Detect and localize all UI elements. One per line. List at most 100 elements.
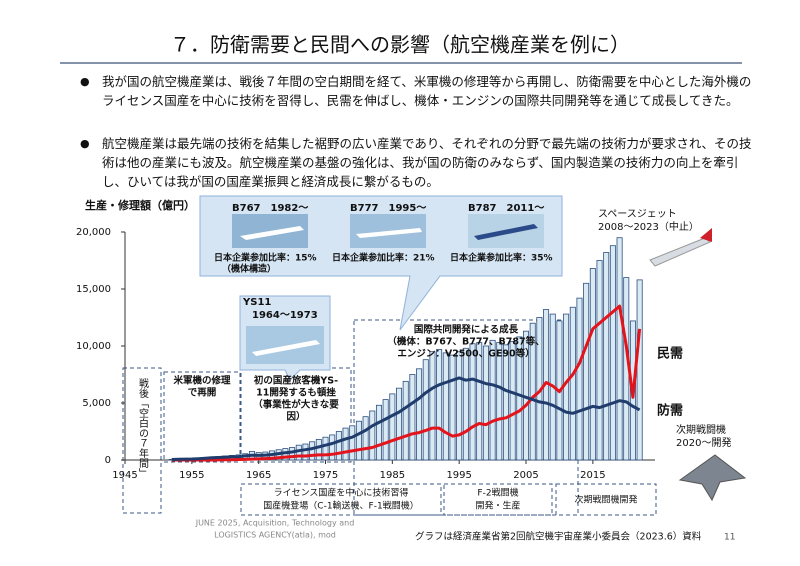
bullet-text: 我が国の航空機産業は、戦後７年間の空白期間を経て、米軍機の修理等から再開し、防衛…	[102, 74, 752, 108]
annotation: 1964～1973	[252, 310, 318, 321]
bar	[389, 393, 396, 461]
bar	[636, 279, 643, 461]
plane-icon	[474, 224, 538, 240]
bar	[596, 260, 603, 461]
bar	[416, 368, 423, 461]
annotation: （機体構造）	[222, 263, 276, 275]
bar	[569, 306, 576, 461]
bar	[502, 344, 509, 461]
photos	[232, 214, 544, 248]
bar	[342, 427, 349, 461]
annotation: 次期戦闘機	[676, 423, 726, 436]
x-tick-label: 1965	[246, 470, 271, 481]
annotation: B767 1982～	[232, 203, 308, 214]
period-box	[163, 371, 241, 463]
annotation: 国産機登場（C-1輸送機、F-1戦闘機）	[263, 500, 418, 512]
annotation: B787 2011～	[468, 203, 544, 214]
bar	[382, 399, 389, 461]
bar	[396, 387, 403, 461]
y-tick-label: 15,000	[76, 284, 111, 295]
x-tick-label: 2015	[580, 470, 605, 481]
bar	[589, 268, 596, 461]
plot: 0 5,000 10,000 15,000 20,000 1945 1955 1965 1975…	[76, 227, 643, 481]
bar	[355, 420, 362, 461]
annotation: YS11	[242, 297, 271, 308]
bar	[302, 443, 309, 461]
annotation: ライセンス国産を中心に技術習得	[274, 487, 409, 499]
bar	[402, 380, 409, 461]
footer-source: グラフは経済産業省第2回航空機宇宙産業小委員会（2023.6）資料	[415, 531, 702, 543]
annotation: 戦後「空白の７年間」	[137, 377, 149, 478]
bar	[429, 351, 436, 461]
bar	[603, 252, 610, 461]
annotation: 米軍機の修理	[172, 375, 231, 387]
bar	[516, 336, 523, 461]
bar	[489, 339, 496, 461]
annotation: 因）	[286, 411, 305, 423]
annotation: （事業性が大きな要	[253, 399, 339, 411]
fighter-icon	[678, 454, 747, 502]
annotation: 11開発するも頓挫	[256, 387, 336, 399]
bar	[482, 345, 489, 461]
bar	[295, 444, 302, 461]
bar	[616, 237, 623, 461]
page-number: 11	[724, 533, 735, 543]
annotation: （機体：B767、B777、B787等、	[387, 336, 544, 348]
bar	[409, 374, 416, 461]
bar	[335, 431, 342, 461]
slide-title: ７．防衛需要と民間への影響（航空機産業を例に）	[170, 33, 630, 57]
y-tick-label: 0	[105, 455, 111, 466]
footer-org: LOGISTICS AGENCY(atla), mod	[214, 531, 336, 540]
bar	[349, 425, 356, 461]
y-tick-label: 10,000	[76, 341, 111, 352]
series-label: 民需	[657, 347, 683, 362]
bullet: ● 航空機産業は最先端の技術を結集した裾野の広い産業であり、それぞれの分野で最先端…	[80, 136, 752, 189]
x-tick-label: 1955	[179, 470, 204, 481]
bar	[583, 282, 590, 461]
bar	[449, 354, 456, 461]
bar	[456, 351, 463, 461]
x-tick-label: 1995	[446, 470, 471, 481]
series-line	[171, 304, 642, 462]
bullet-text: 航空機産業は最先端の技術を結集した裾野の広い産業であり、それぞれの分野で最先端の…	[102, 136, 752, 189]
annotation: 国際共同開発による成長	[414, 324, 519, 336]
annotation: 開発・生産	[475, 500, 520, 512]
period-box	[555, 483, 657, 516]
series-label: 防需	[657, 403, 683, 419]
annotation: エンジン：V2500、GE90等）	[397, 348, 534, 360]
annotation: 初の国産旅客機YS-	[254, 375, 338, 387]
annotation: F-2戦闘機	[477, 487, 518, 499]
annotation: 日本企業参加比率：15%	[214, 252, 317, 264]
period-box	[443, 483, 553, 516]
annotation: B777 1995～	[350, 203, 426, 214]
bar	[529, 322, 536, 461]
bar	[609, 245, 616, 461]
bar	[422, 359, 429, 461]
bar	[576, 297, 583, 461]
bar	[362, 416, 369, 461]
x-tick-label: 1975	[313, 470, 338, 481]
bar	[369, 410, 376, 461]
bar	[309, 441, 316, 461]
annotation: スペースジェット	[598, 209, 677, 220]
plane-tail	[700, 228, 712, 242]
plane-icon	[649, 237, 711, 267]
x-tick-label: 2005	[513, 470, 538, 481]
series-line	[171, 376, 641, 461]
bar	[315, 439, 322, 461]
period-box	[353, 319, 579, 516]
period-box	[240, 367, 352, 463]
bar	[496, 342, 503, 461]
y-tick-label: 5,000	[82, 398, 111, 409]
annotation: 日本企業参加比率：21%	[332, 252, 435, 264]
annotation: で再開	[188, 387, 217, 399]
annotation: 2020～開発	[676, 436, 731, 449]
plane-icon	[356, 228, 422, 238]
bar	[442, 352, 449, 461]
period-box	[240, 483, 442, 516]
annotation: 2008～2023（中止）	[598, 220, 699, 233]
x-tick-label: 1945	[112, 470, 137, 481]
plane-icon	[240, 226, 304, 240]
